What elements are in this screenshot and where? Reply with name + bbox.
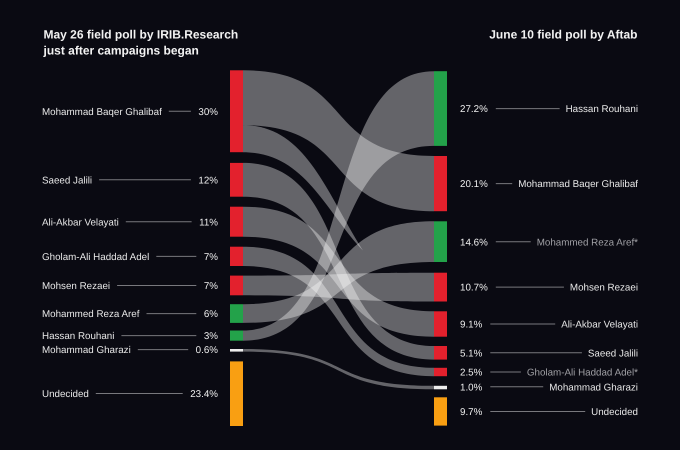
svg-text:3%: 3%	[204, 331, 218, 342]
svg-text:11%: 11%	[199, 217, 218, 228]
svg-text:Hassan Rouhani: Hassan Rouhani	[42, 331, 114, 342]
svg-text:5.1%: 5.1%	[460, 348, 483, 359]
svg-text:Mohammad Baqer Ghalibaf: Mohammad Baqer Ghalibaf	[518, 179, 638, 190]
svg-text:Undecided: Undecided	[42, 389, 89, 400]
svg-text:Mohammed Reza Aref*: Mohammed Reza Aref*	[537, 237, 638, 248]
svg-text:27.2%: 27.2%	[460, 104, 488, 115]
svg-text:1.0%: 1.0%	[460, 382, 483, 393]
svg-text:20.1%: 20.1%	[460, 179, 488, 190]
svg-text:Saeed Jalili: Saeed Jalili	[588, 348, 638, 359]
svg-text:0.6%: 0.6%	[196, 345, 219, 356]
svg-text:7%: 7%	[204, 252, 218, 263]
svg-text:2.5%: 2.5%	[460, 368, 483, 379]
svg-text:Gholam-Ali Haddad Adel: Gholam-Ali Haddad Adel	[42, 252, 149, 263]
svg-text:Hassan Rouhani: Hassan Rouhani	[566, 104, 638, 115]
svg-text:Mohammad Gharazi: Mohammad Gharazi	[42, 345, 131, 356]
svg-text:30%: 30%	[198, 107, 218, 118]
svg-text:9.7%: 9.7%	[460, 407, 483, 418]
svg-text:12%: 12%	[198, 175, 218, 186]
svg-text:23.4%: 23.4%	[190, 389, 218, 400]
svg-text:7%: 7%	[204, 281, 218, 292]
svg-text:June 10 field poll by Aftab: June 10 field poll by Aftab	[489, 28, 637, 42]
svg-text:10.7%: 10.7%	[460, 283, 488, 294]
svg-text:14.6%: 14.6%	[460, 237, 488, 248]
svg-text:Mohammed Reza Aref: Mohammed Reza Aref	[42, 309, 140, 320]
svg-text:May 26 field poll by IRIB.Rese: May 26 field poll by IRIB.Research	[44, 28, 239, 42]
svg-text:6%: 6%	[204, 309, 218, 320]
svg-text:Ali-Akbar Velayati: Ali-Akbar Velayati	[561, 320, 638, 331]
svg-text:Mohammad Baqer Ghalibaf: Mohammad Baqer Ghalibaf	[42, 107, 162, 118]
svg-text:Mohammad Gharazi: Mohammad Gharazi	[549, 382, 638, 393]
svg-text:Mohsen Rezaei: Mohsen Rezaei	[570, 283, 638, 294]
svg-text:Saeed Jalili: Saeed Jalili	[42, 175, 92, 186]
svg-text:Undecided: Undecided	[591, 407, 638, 418]
svg-text:9.1%: 9.1%	[460, 320, 483, 331]
svg-text:Gholam-Ali Haddad Adel*: Gholam-Ali Haddad Adel*	[527, 368, 638, 379]
svg-text:Ali-Akbar Velayati: Ali-Akbar Velayati	[42, 217, 119, 228]
svg-text:Mohsen Rezaei: Mohsen Rezaei	[42, 281, 110, 292]
svg-text:just after campaigns began: just after campaigns began	[43, 44, 199, 58]
